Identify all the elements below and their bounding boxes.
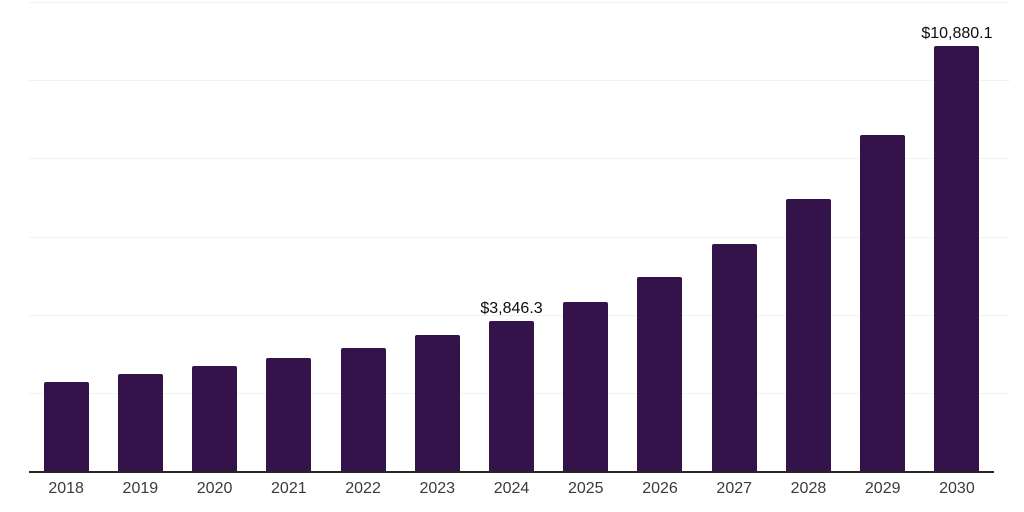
gridline-6000 (29, 236, 1010, 238)
x-tick-label-2018: 2018 (48, 480, 84, 497)
x-tick-label-2020: 2020 (196, 480, 233, 497)
bar-column-2029 (846, 2, 920, 471)
x-tick-label-2019: 2019 (122, 480, 159, 497)
x-tick-label-2029: 2029 (864, 480, 901, 497)
bar-2021 (266, 357, 312, 471)
bar-column-2023 (400, 2, 474, 471)
bar-value-label-2024: $3,846.3 (480, 299, 543, 317)
x-tick-label-2028: 2028 (790, 480, 827, 497)
gridline-8000 (29, 158, 1010, 160)
x-tick-label-2024: 2024 (493, 480, 530, 497)
gridline-4000 (29, 314, 1010, 316)
bar-value-label-2030: $10,880.1 (921, 24, 993, 42)
bar-column-2019 (103, 2, 177, 471)
x-tick-label-2030: 2030 (939, 480, 975, 497)
x-axis-labels: 2018 2019 2020 2021 2022 2023 2024 2025 2026 2027… (29, 479, 994, 499)
gridline-12000 (29, 2, 1010, 3)
bar-column-2027 (697, 2, 771, 471)
bar-2018 (43, 381, 89, 471)
plot-area: $3,846.3 $10,880.1 (29, 2, 1010, 473)
bar-2026 (637, 276, 683, 471)
bar-2019 (117, 373, 163, 471)
bar-2023 (414, 335, 460, 471)
bar-column-2025 (549, 2, 623, 471)
bar-column-2018 (29, 2, 103, 471)
bar-2020 (192, 366, 238, 471)
x-tick-label-2021: 2021 (271, 480, 307, 497)
bar-2025 (563, 301, 609, 471)
bar-2028 (785, 198, 831, 471)
bar-2027 (711, 243, 757, 471)
bar-column-2028 (771, 2, 845, 471)
x-tick-label-2027: 2027 (716, 480, 753, 497)
bar-column-2030: $10,880.1 (920, 2, 994, 471)
bar-2022 (340, 347, 386, 471)
bar-column-2024: $3,846.3 (474, 2, 548, 471)
bar-column-2026 (623, 2, 697, 471)
x-tick-label-2023: 2023 (419, 480, 456, 497)
bar-2029 (860, 135, 906, 471)
bar-column-2021 (252, 2, 326, 471)
bar-2030 (934, 45, 980, 471)
bar-column-2020 (177, 2, 251, 471)
x-tick-label-2026: 2026 (642, 480, 678, 497)
bar-series: $3,846.3 $10,880.1 (29, 2, 994, 471)
bar-column-2022 (326, 2, 400, 471)
bar-2024 (489, 320, 535, 471)
gridline-10000 (29, 80, 1010, 82)
x-tick-label-2022: 2022 (345, 480, 381, 497)
x-tick-label-2025: 2025 (567, 480, 604, 497)
